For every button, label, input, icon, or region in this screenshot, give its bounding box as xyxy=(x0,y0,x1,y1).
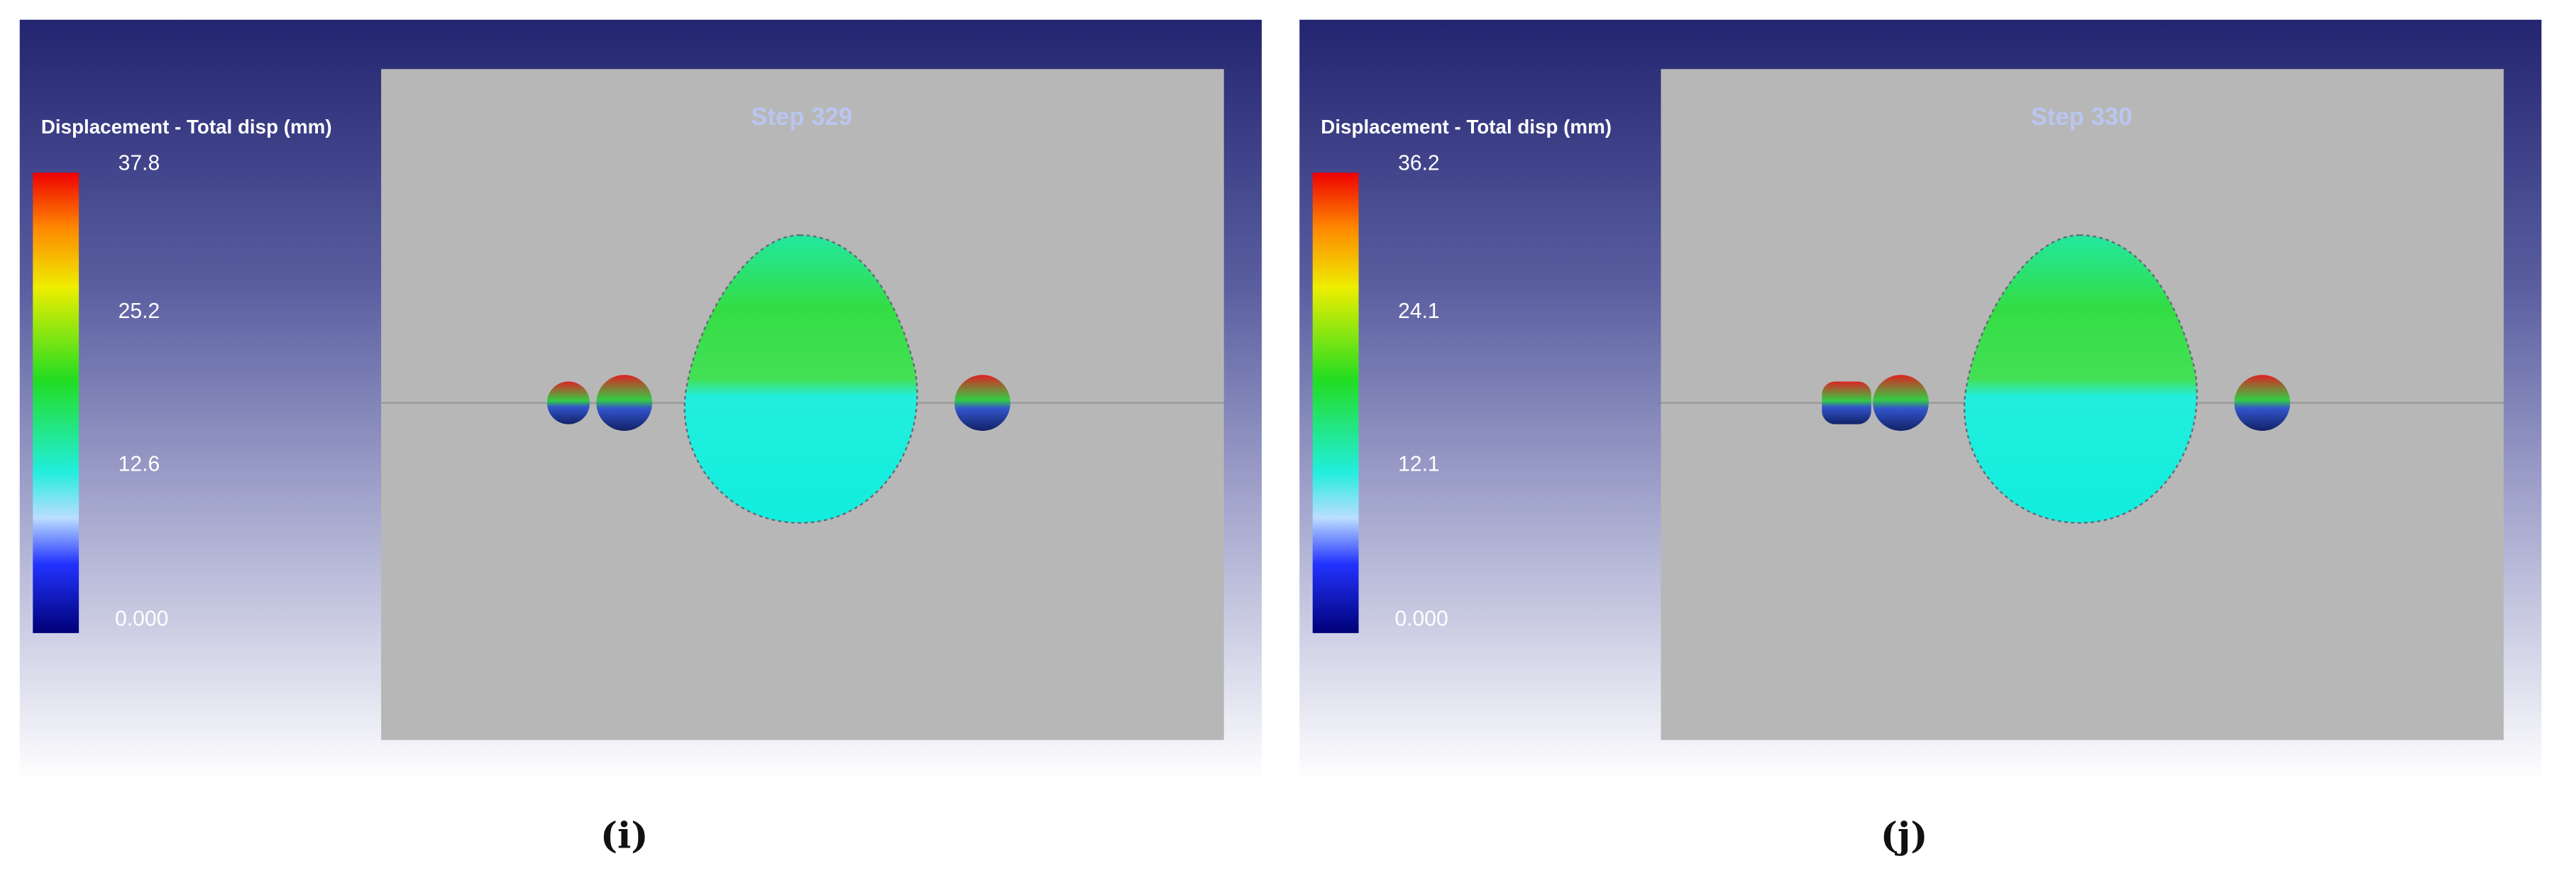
deformed-body xyxy=(1963,234,2198,524)
colorbar-label: 36.2 xyxy=(1398,152,1440,175)
step-label: Step 329 xyxy=(751,104,852,131)
roller xyxy=(954,375,1011,431)
colorbar-label: 12.1 xyxy=(1398,453,1440,476)
colorbar xyxy=(1312,172,1359,633)
caption: (j) xyxy=(1881,814,1928,857)
colorbar-label: 24.1 xyxy=(1398,300,1440,323)
roller xyxy=(596,375,653,431)
step-label: Step 330 xyxy=(2031,104,2132,131)
colorbar-label: 12.6 xyxy=(119,453,160,476)
panel: Displacement - Total disp (mm) 37.8 25.2 12… xyxy=(19,19,1262,857)
legend-title: Displacement - Total disp (mm) xyxy=(1321,116,1612,138)
colorbar-label: 0.000 xyxy=(1394,607,1448,630)
colorbar-label: 0.000 xyxy=(115,607,168,630)
roller xyxy=(2234,375,2291,431)
caption: (i) xyxy=(600,814,649,857)
roller xyxy=(546,381,590,424)
roller xyxy=(1822,381,1871,424)
colorbar-label: 37.8 xyxy=(119,152,160,175)
legend-title: Displacement - Total disp (mm) xyxy=(41,116,332,138)
panel: Displacement - Total disp (mm) 36.2 24.1 12… xyxy=(1299,19,2542,857)
deformed-body xyxy=(683,234,918,524)
colorbar-label: 25.2 xyxy=(119,300,160,323)
colorbar xyxy=(33,172,79,633)
roller xyxy=(1873,375,1929,431)
